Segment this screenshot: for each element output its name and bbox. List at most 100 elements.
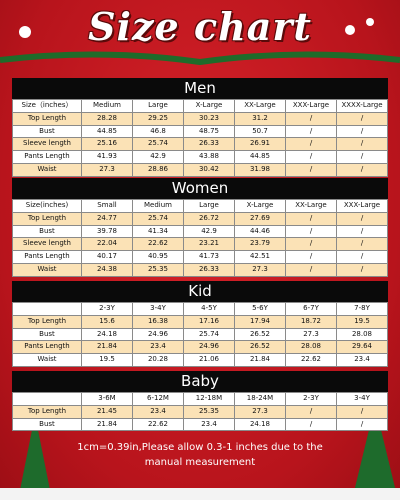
ornament	[345, 25, 355, 35]
row-label: Top Length	[12, 404, 82, 419]
cell: /	[285, 224, 337, 239]
cell: /	[336, 150, 388, 164]
garland	[0, 51, 400, 66]
cell: 23.4	[132, 340, 184, 355]
size-table: Size(inches) Small Medium Large X-Large XX-La…	[12, 199, 388, 277]
cell: /	[336, 250, 388, 264]
tree	[18, 415, 52, 500]
data-row: Sleeve length 25.16 25.74 26.33 26.91//	[12, 137, 388, 152]
data-row: Waist 24.38 25.35 26.33 27.3//	[12, 262, 388, 277]
size-table: 3-6M 6-12M 12-18M 18-24M 2-3Y 3-4Y Top Length 2…	[12, 392, 388, 432]
cell: 39.78	[81, 224, 133, 239]
section-title: Kid	[12, 281, 388, 302]
column-header	[12, 392, 82, 406]
cell: 28.08	[336, 327, 388, 342]
cell: 30.23	[183, 111, 235, 126]
data-row: Top Length 21.45 23.4 25.35 27.3//	[12, 404, 388, 419]
cell: 24.96	[132, 327, 184, 342]
cell: 30.42	[183, 162, 235, 177]
cell: /	[285, 262, 337, 277]
cell: 28.86	[132, 162, 184, 177]
cell: 31.2	[234, 111, 286, 126]
cell: 44.85	[81, 124, 133, 139]
data-row: Bust 21.84 22.62 23.4 24.18//	[12, 417, 388, 432]
cell: 26.33	[183, 137, 235, 152]
column-header: Medium	[81, 99, 133, 113]
section-title: Men	[12, 78, 388, 99]
cell: 26.33	[183, 262, 235, 277]
column-header: 3-6M	[81, 392, 133, 406]
cell: 26.52	[234, 327, 286, 342]
cell: 26.72	[183, 211, 235, 226]
cell: 25.74	[132, 137, 184, 152]
row-label: Top Length	[12, 314, 82, 329]
column-header: X-Large	[183, 99, 235, 113]
cell: 44.46	[234, 224, 286, 239]
header-row: 3-6M 6-12M 12-18M 18-24M 2-3Y 3-4Y	[12, 392, 388, 406]
cell: 23.21	[183, 237, 235, 252]
cell: /	[336, 211, 388, 226]
column-header: 2-3Y	[81, 302, 133, 316]
cell: 25.35	[132, 262, 184, 277]
data-row: Bust 24.18 24.96 25.74 26.52 27.3 28.08	[12, 327, 388, 342]
cell: /	[285, 404, 337, 419]
cell: 23.4	[132, 404, 184, 419]
ornament	[366, 18, 374, 26]
cell: 48.75	[183, 124, 235, 139]
cell: 21.45	[81, 404, 133, 419]
cell: 24.18	[234, 417, 286, 432]
cell: /	[336, 417, 388, 432]
data-row: Bust 44.85 46.8 48.75 50.7//	[12, 124, 388, 139]
column-header: 12-18M	[183, 392, 235, 406]
cell: 19.5	[81, 353, 133, 367]
row-label: Bust	[12, 327, 82, 342]
cell: /	[285, 137, 337, 152]
cell: 46.8	[132, 124, 184, 139]
column-header: XX-Large	[285, 199, 337, 213]
data-row: Top Length 15.6 16.38 17.16 17.94 18.72 19.5	[12, 314, 388, 329]
cell: /	[285, 417, 337, 432]
cell: 25.74	[183, 327, 235, 342]
row-label: Sleeve length	[12, 137, 82, 152]
cell: 21.84	[81, 340, 133, 355]
column-header: Size(inches)	[12, 199, 82, 213]
cell: /	[285, 237, 337, 252]
cell: 41.73	[183, 250, 235, 264]
cell: 21.84	[234, 353, 286, 367]
cell: 20.28	[132, 353, 184, 367]
cell: 40.17	[81, 250, 133, 264]
cell: /	[336, 237, 388, 252]
row-label: Pants Length	[12, 340, 82, 355]
cell: 42.9	[132, 150, 184, 164]
data-row: Pants Length 40.17 40.95 41.73 42.51//	[12, 250, 388, 264]
cell: 27.3	[234, 262, 286, 277]
row-label: Top Length	[12, 111, 82, 126]
cell: /	[285, 250, 337, 264]
section-title: Women	[12, 178, 388, 199]
title: Size chart	[88, 4, 312, 49]
column-header: XXXX-Large	[336, 99, 388, 113]
cell: 23.4	[336, 353, 388, 367]
cell: 27.69	[234, 211, 286, 226]
cell: 42.51	[234, 250, 286, 264]
size-section: Men Size（inches） Medium Large X-Large XX-Larg…	[12, 78, 388, 177]
column-header: Small	[81, 199, 133, 213]
row-label: Waist	[12, 353, 82, 367]
cell: 18.72	[285, 314, 337, 329]
row-label: Pants Length	[12, 150, 82, 164]
cell: /	[285, 111, 337, 126]
size-table: Size（inches） Medium Large X-Large XX-Large XX…	[12, 99, 388, 177]
size-section: Baby 3-6M 6-12M 12-18M 18-24M 2-3Y 3-4Y Top Len…	[12, 371, 388, 432]
ornament	[19, 26, 31, 38]
cell: /	[285, 162, 337, 177]
column-header: 6-12M	[132, 392, 184, 406]
column-header: Large	[132, 99, 184, 113]
header-row: Size(inches) Small Medium Large X-Large XX-La…	[12, 199, 388, 213]
cell: 17.94	[234, 314, 286, 329]
cell: 28.28	[81, 111, 133, 126]
cell: 24.18	[81, 327, 133, 342]
row-label: Top Length	[12, 211, 82, 226]
snow	[0, 488, 400, 500]
